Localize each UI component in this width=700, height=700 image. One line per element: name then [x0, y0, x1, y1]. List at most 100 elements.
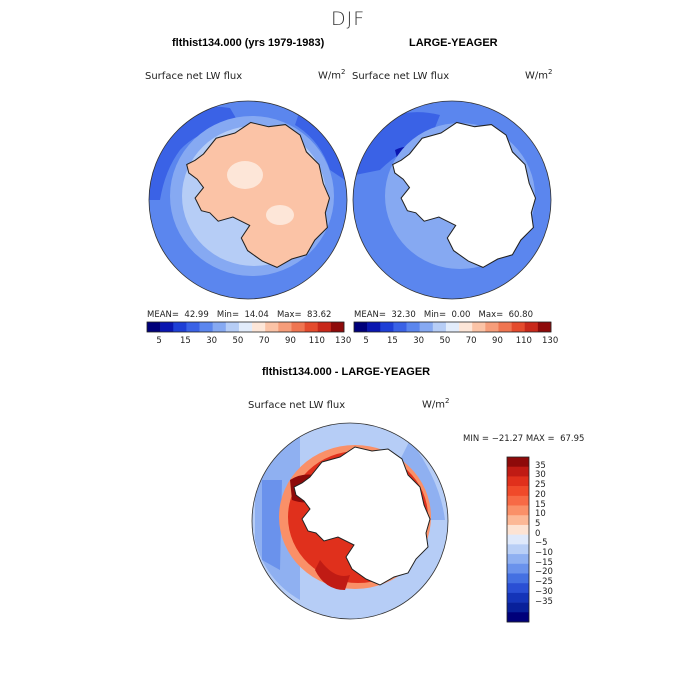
colorbar-swatch [507, 544, 529, 555]
colorbar-tick-label: 10 [535, 509, 546, 520]
colorbar-tick-label: 5 [363, 336, 369, 346]
colorbar-tick-label: 110 [308, 336, 325, 346]
colorbar-swatch [406, 322, 420, 332]
map1-land-pale-patch2 [266, 205, 294, 225]
colorbar-swatch [507, 466, 529, 477]
colorbar-swatch [186, 322, 200, 332]
colorbar-swatch [485, 322, 499, 332]
colorbar-tick-label: 15 [179, 336, 191, 346]
colorbar-swatch [459, 322, 473, 332]
colorbar-swatch [507, 515, 529, 526]
colorbar-swatch [212, 322, 227, 332]
colorbar-tick-label: −20 [535, 567, 553, 578]
colorbar-tick-label: 90 [492, 336, 503, 346]
colorbar-swatch [419, 322, 434, 332]
panel2-title: LARGE-YEAGER [409, 37, 498, 49]
main-title: DJF [331, 8, 366, 30]
panel1-units: W/m2 [318, 68, 346, 82]
colorbar-swatch [507, 602, 529, 613]
colorbar-swatch [367, 322, 381, 332]
colorbar-tick-label: −10 [535, 548, 553, 559]
colorbar-large-yeager-frame [353, 321, 552, 333]
colorbar-tick-label: 70 [258, 336, 270, 346]
map3-blue-east [400, 440, 445, 520]
colorbar-swatch [445, 322, 460, 332]
colorbar-tick-label: 50 [439, 336, 451, 346]
colorbar-tick-label: −15 [535, 557, 553, 568]
colorbar-swatch [265, 322, 279, 332]
panel1-stats: MEAN= 42.99 Min= 14.04 Max= 83.62 [147, 310, 332, 320]
colorbar-swatch [304, 322, 319, 332]
colorbar-tick-label: 30 [535, 470, 546, 481]
panel2-variable-label: Surface net LW flux [352, 71, 450, 82]
colorbar-swatch [507, 534, 529, 545]
map-model [149, 101, 347, 299]
colorbar-tick-label: 15 [535, 499, 546, 510]
map1-deep-ocean-east [295, 110, 345, 180]
colorbar-swatch [380, 322, 394, 332]
colorbar-difference-frame [506, 456, 530, 623]
panel2-stats: MEAN= 32.30 Min= 0.00 Max= 60.80 [354, 310, 533, 320]
colorbar-difference [507, 457, 529, 623]
map1-land-pale-patch [227, 161, 263, 189]
map1-border [148, 100, 348, 300]
colorbar-tick-label: −25 [535, 577, 553, 588]
colorbar-swatch [278, 322, 292, 332]
colorbar-swatch [507, 612, 529, 623]
colorbar-tick-label: 30 [206, 336, 218, 346]
colorbar-swatch [330, 322, 345, 332]
colorbar-swatch [511, 322, 526, 332]
colorbar-tick-label: −30 [535, 586, 553, 597]
colorbar-tick-label: 5 [535, 518, 541, 529]
panel3-variable-label: Surface net LW flux [248, 400, 346, 411]
panel3-minmax: MIN = −21.27 MAX = 67.95 [463, 434, 585, 444]
map3-blue-west-dark [262, 480, 282, 570]
colorbar-tick-label: 70 [465, 336, 477, 346]
colorbar-swatch [160, 322, 174, 332]
panel2-units: W/m2 [525, 68, 553, 82]
colorbar-tick-label: 20 [535, 489, 546, 500]
colorbar-swatch [524, 322, 539, 332]
colorbar-swatch [317, 322, 332, 332]
colorbar-swatch [507, 563, 529, 574]
colorbar-swatch [507, 495, 529, 506]
colorbar-swatch [354, 322, 368, 332]
colorbar-swatch [199, 322, 213, 332]
colorbar-tick-label: 15 [386, 336, 398, 346]
panel3-title: flthist134.000 - LARGE-YEAGER [262, 366, 431, 378]
colorbar-tick-label: 30 [413, 336, 425, 346]
map3-border [251, 422, 449, 620]
colorbar-swatch [507, 524, 529, 535]
colorbar-tick-label: −5 [535, 538, 548, 549]
panel1-variable-label: Surface net LW flux [145, 71, 243, 82]
colorbar-swatch [472, 322, 486, 332]
colorbar-swatch [507, 457, 529, 468]
colorbar-swatch [507, 505, 529, 516]
colorbar-model-frame [146, 321, 345, 333]
colorbar-swatch [252, 322, 266, 332]
colorbar-swatch [147, 322, 161, 332]
panel3-units: W/m2 [422, 397, 450, 411]
colorbar-swatch [507, 592, 529, 603]
colorbar-tick-label: 90 [285, 336, 296, 346]
colorbar-swatch [393, 322, 407, 332]
colorbar-swatch [225, 322, 240, 332]
panel1-title: flthist134.000 (yrs 1979-1983) [172, 37, 325, 49]
colorbar-model [147, 322, 345, 332]
map3-dark-red-ross [315, 560, 350, 590]
colorbar-swatch [507, 486, 529, 497]
colorbar-tick-label: −35 [535, 596, 553, 607]
colorbar-swatch [291, 322, 305, 332]
colorbar-tick-label: 130 [542, 336, 559, 346]
colorbar-swatch [507, 583, 529, 594]
colorbar-large-yeager [354, 322, 552, 332]
map-large-yeager [353, 101, 551, 299]
colorbar-tick-label: 25 [535, 480, 546, 491]
colorbar-tick-label: 50 [232, 336, 244, 346]
colorbar-swatch [507, 476, 529, 487]
colorbar-swatch [507, 573, 529, 584]
colorbar-tick-label: 0 [535, 528, 541, 539]
colorbar-swatch [173, 322, 187, 332]
colorbar-swatch [432, 322, 447, 332]
